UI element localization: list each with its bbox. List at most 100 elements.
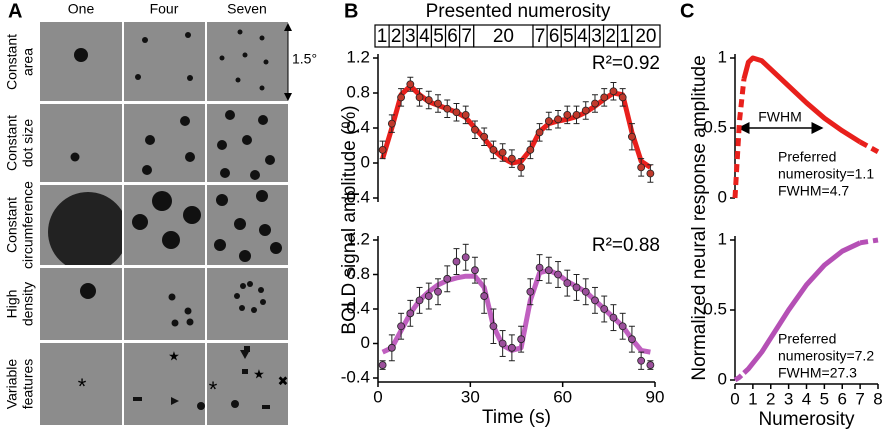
y-tick-label: 1 [718,47,727,66]
y-tick-label: 1.2 [346,229,370,248]
column-header: Seven [227,1,267,17]
row-label: density [20,282,36,326]
data-point [517,163,526,172]
numerosity-value: 20 [493,26,514,47]
data-point [646,169,655,178]
panel-label: A [8,0,22,22]
x-tick-label: 0 [730,389,739,408]
x-tick-label: 0 [373,387,382,406]
row-label: circumference [20,181,36,269]
numerosity-value: 5 [563,26,574,47]
data-point [378,361,387,369]
model-curve [742,240,862,375]
y-tick-label: 0.8 [346,264,370,283]
svg-text:★: ★ [253,366,265,381]
model-curve [859,237,879,246]
model-curve [381,267,651,355]
numerosity-value: 4 [419,26,430,47]
data-point [434,99,442,108]
data-point [387,343,396,352]
x-tick-label: 90 [646,387,665,406]
x-axis-label: Time (s) [482,407,551,428]
svg-text:★: ★ [168,348,180,363]
fwhm-label: FWHM [758,109,802,125]
data-point [489,322,498,331]
row-label: Constant [4,197,20,253]
data-point [535,128,544,137]
data-point [618,322,627,331]
y-axis-label: Normalized neural response amplitude [689,55,710,380]
row-label: Constant [4,34,20,90]
data-point [461,110,470,119]
fit-parameters: numerosity=7.2 [778,348,874,364]
numerosity-value: 6 [447,26,458,47]
data-point [406,309,415,318]
numerosity-value: 6 [549,26,560,47]
y-tick-label: 0 [718,187,727,206]
scale-label: 1.5° [292,51,317,67]
model-curve [741,55,862,145]
data-point [572,283,581,292]
data-point [443,274,452,283]
x-tick-label: 4 [802,389,811,408]
data-point [480,292,489,300]
numerosity-value: 2 [605,26,616,47]
data-point [581,106,590,115]
x-axis-label: Numerosity [758,409,855,430]
data-point [554,270,562,279]
row-label: features [20,359,36,410]
data-point [591,99,599,108]
y-tick-label: 0.5 [703,117,727,136]
data-point [637,356,646,365]
data-point [581,287,590,296]
y-tick-label: -0.4 [341,367,370,386]
row-label: area [20,48,36,76]
numerosity-value: 7 [461,26,472,47]
fit-parameters: FWHM=27.3 [778,365,857,381]
numerosity-value: 7 [535,26,546,47]
column-header: Four [150,1,179,17]
data-point [628,335,636,344]
data-point [397,93,405,102]
numerosity-value: 20 [635,26,656,47]
data-point [526,287,535,296]
data-point [415,296,424,305]
y-tick-label: 0.8 [346,82,370,101]
numerosity-value: 2 [391,26,402,47]
x-tick-label: 3 [784,389,793,408]
y-tick-label: 0 [361,152,370,171]
svg-text:✖: ✖ [278,373,289,388]
data-point [563,110,572,119]
data-point [498,148,507,157]
numerosity-title: Presented numerosity [426,1,611,22]
row-label: Constant [4,115,20,171]
stimulus-dots: * ★ ★ ✖ * [48,29,289,410]
data-point [434,287,442,296]
data-point [609,313,618,322]
numerosity-value: 1 [619,26,630,47]
fit-parameters: numerosity=1.1 [778,166,874,182]
numerosity-value: 1 [377,26,388,47]
data-point [554,115,562,124]
data-point [498,339,507,348]
y-tick-label: 1.2 [346,47,370,66]
svg-text:*: * [209,377,218,402]
y-tick-label: 0 [718,369,727,388]
data-point [471,266,479,275]
data-point [563,279,572,288]
data-point [517,335,526,344]
data-point [535,263,544,272]
panel-label: C [680,0,694,22]
data-point [600,305,609,313]
data-point [471,125,479,134]
data-point [591,296,599,305]
x-tick-label: 2 [766,389,775,408]
data-point [526,145,535,154]
fit-parameters: Preferred [778,331,836,347]
x-tick-label: 7 [855,389,864,408]
data-point [572,110,581,119]
y-tick-label: 0 [361,333,370,352]
data-point [609,87,618,96]
y-tick-label: 0.4 [346,117,370,136]
x-tick-label: 60 [553,387,572,406]
